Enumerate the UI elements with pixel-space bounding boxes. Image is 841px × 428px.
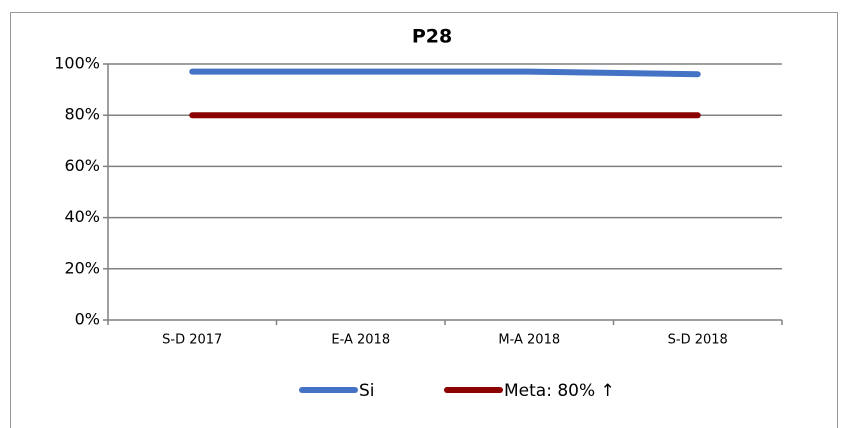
legend-label: Si <box>359 381 375 401</box>
chart-title: P28 <box>412 26 452 48</box>
legend-label: Meta: 80% ↑ <box>504 381 615 401</box>
y-tick-label: 60% <box>64 156 100 175</box>
y-tick-label: 80% <box>64 105 100 124</box>
x-tick-label: S-D 2017 <box>162 333 222 348</box>
y-tick-label: 100% <box>54 54 100 73</box>
x-tick-label: E-A 2018 <box>331 333 390 348</box>
x-tick-label: S-D 2018 <box>668 333 728 348</box>
y-tick-label: 40% <box>64 207 100 226</box>
x-tick-label: M-A 2018 <box>498 333 560 348</box>
y-tick-label: 0% <box>75 310 100 329</box>
chart-frame <box>10 12 838 428</box>
y-tick-label: 20% <box>64 258 100 277</box>
series-line <box>189 68 701 78</box>
